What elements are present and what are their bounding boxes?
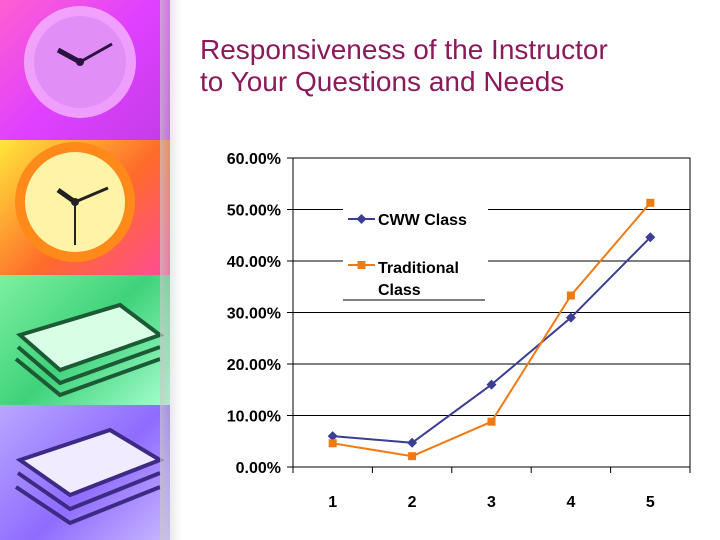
data-point-series-1 <box>487 417 496 426</box>
line-chart: 0.00% 10.00% 20.00% 30.00% 40.00% 50.00% 60.00… <box>227 151 691 511</box>
series-lines <box>327 198 656 461</box>
y-axis-ticks: 0.00% 10.00% 20.00% 30.00% 40.00% 50.00% 60.00… <box>227 151 293 477</box>
legend-marker-traditional <box>357 261 366 269</box>
y-tick-label: 20.00% <box>227 357 281 374</box>
x-tick-label: 2 <box>408 494 417 511</box>
title-line-1: Responsiveness of the Instructor <box>200 34 608 65</box>
legend: CWW Class Traditional Class <box>343 202 488 301</box>
books-photo-green <box>0 275 170 405</box>
data-point-series-1 <box>566 291 575 300</box>
decorative-photo-strip <box>0 0 170 540</box>
title-line-2: to Your Questions and Needs <box>200 66 565 97</box>
data-point-series-0 <box>407 437 418 448</box>
x-tick-label: 4 <box>566 494 575 511</box>
clock-photo-orange <box>0 140 170 275</box>
data-point-series-0 <box>486 379 497 390</box>
x-tick-label: 5 <box>646 494 655 511</box>
y-tick-label: 30.00% <box>227 306 281 323</box>
legend-label-traditional-line1: Traditional <box>378 260 459 277</box>
slide-title: Responsiveness of the Instructor to Your… <box>200 34 700 98</box>
y-tick-label: 0.00% <box>236 460 281 477</box>
x-tick-label: 1 <box>328 494 337 511</box>
data-point-series-0 <box>645 232 656 243</box>
data-point-series-0 <box>327 431 338 442</box>
legend-marker-cww <box>356 214 367 224</box>
y-tick-label: 50.00% <box>227 203 281 220</box>
y-tick-label: 60.00% <box>227 151 281 168</box>
data-point-series-0 <box>565 312 576 323</box>
legend-label-traditional-line2: Class <box>378 282 421 299</box>
data-point-series-1 <box>646 198 655 207</box>
legend-label-cww: CWW Class <box>378 212 467 229</box>
data-point-series-1 <box>408 452 417 461</box>
clock-photo-purple <box>0 0 170 140</box>
strip-shadow <box>160 0 182 540</box>
y-tick-label: 40.00% <box>227 254 281 271</box>
x-axis-ticks: 1 2 3 4 5 <box>292 467 691 511</box>
x-tick-label: 3 <box>487 494 496 511</box>
y-tick-label: 10.00% <box>227 409 281 426</box>
data-point-series-1 <box>328 439 337 448</box>
books-photo-purple <box>0 405 170 540</box>
